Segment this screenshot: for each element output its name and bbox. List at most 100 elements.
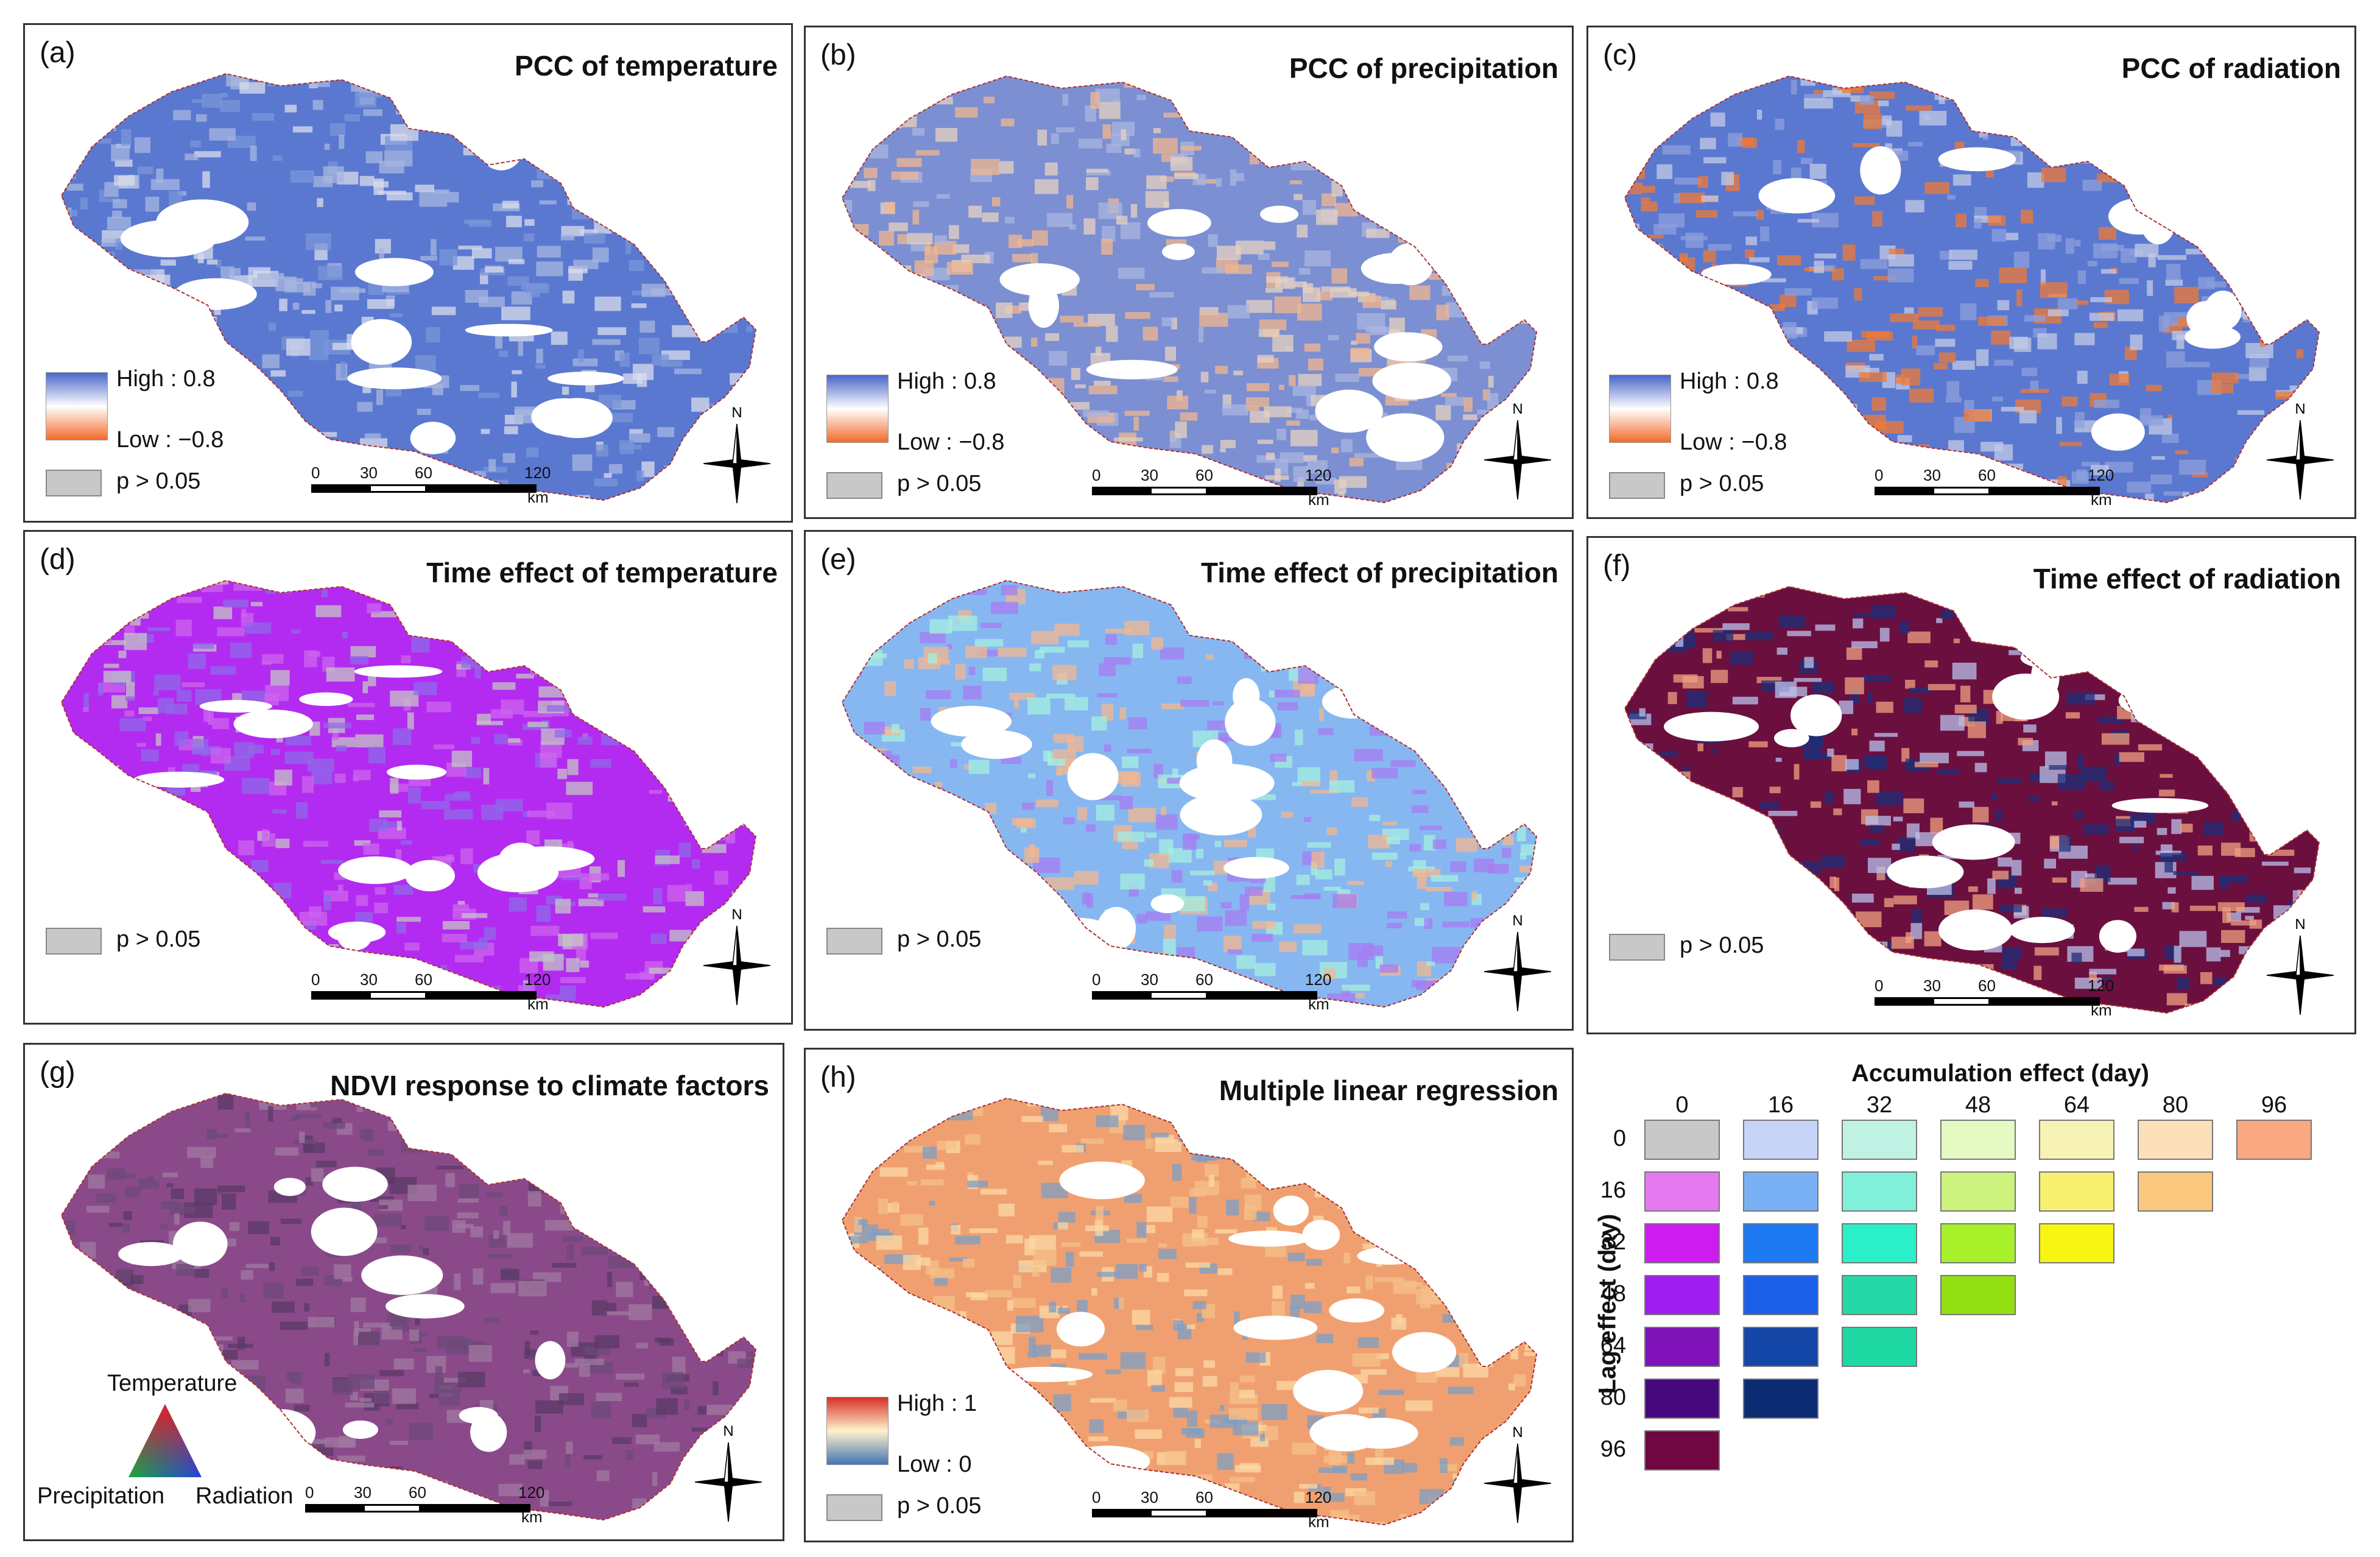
lag-row-header: 64	[1600, 1333, 1626, 1358]
panel-title: Time effect of precipitation	[1200, 557, 1558, 588]
panel-label: (f)	[1603, 549, 1631, 582]
nonsignificant-swatch	[826, 928, 882, 955]
scale-segment	[1150, 1509, 1208, 1517]
scale-tick: 60	[1195, 466, 1213, 484]
nonsignificant-label: p > 0.05	[1680, 471, 1764, 496]
north-arrow-icon: N	[703, 906, 770, 1006]
region-map	[1624, 75, 2320, 504]
map-panel: (f) Time effect of radiation p > 0.05 0 30 60…	[1586, 536, 2356, 1034]
nonsignificant-label: p > 0.05	[897, 471, 982, 496]
scale-tick: 0	[1875, 976, 1884, 995]
scale-tick: 30	[1141, 970, 1158, 989]
scale-bar: 0 30 60 120 km	[311, 970, 551, 1019]
panel-label: (g)	[40, 1056, 76, 1089]
lag-accumulation-swatch	[1842, 1223, 1917, 1263]
scale-segment	[305, 1504, 363, 1513]
north-label: N	[2295, 401, 2305, 417]
panel-label: (e)	[820, 543, 856, 576]
north-arrow-icon: N	[695, 1423, 762, 1522]
scale-unit: km	[2091, 1001, 2112, 1019]
lag-row-header: 80	[1600, 1385, 1626, 1410]
lag-accumulation-swatch	[1743, 1327, 1818, 1367]
panel-title: Time effect of radiation	[2033, 563, 2341, 595]
region-map	[841, 1097, 1538, 1526]
scale-segment	[1875, 487, 1932, 495]
scale-tick: 60	[1195, 1488, 1213, 1506]
lag-accumulation-swatch	[2138, 1171, 2213, 1212]
scale-segment	[369, 991, 427, 1000]
nonsignificant-swatch	[46, 470, 102, 496]
north-arrow-icon: N	[2267, 401, 2334, 500]
scale-tick: 0	[1875, 466, 1884, 484]
scale-tick: 0	[311, 464, 320, 482]
lag-row-header: 16	[1600, 1177, 1626, 1203]
scale-segment	[1990, 487, 2100, 495]
accumulation-column-header: 48	[1965, 1092, 1991, 1118]
scale-segment	[311, 484, 369, 493]
scale-tick: 30	[354, 1483, 371, 1502]
scale-segment	[1092, 487, 1150, 495]
lag-accumulation-swatch	[1644, 1379, 1720, 1419]
triangle-top-label: Temperature	[107, 1371, 238, 1396]
scale-tick: 60	[415, 464, 432, 482]
scale-unit: km	[1308, 995, 1329, 1013]
scale-tick: 30	[360, 464, 378, 482]
gradient-legend	[826, 375, 889, 443]
map-panel: (h) Multiple linear regression High : 1 Low…	[804, 1048, 1574, 1542]
scale-segment	[1092, 1509, 1150, 1517]
map-panel: (g) NDVI response to climate factors Tempe…	[23, 1043, 784, 1541]
legend-low: Low : 0	[897, 1452, 972, 1477]
scale-segment	[1150, 991, 1208, 1000]
nonsignificant-label: p > 0.05	[116, 468, 201, 494]
north-arrow-icon: N	[1484, 913, 1551, 1012]
lag-accumulation-swatch	[2039, 1223, 2114, 1263]
legend-low: Low : −0.8	[897, 429, 1005, 455]
lag-accumulation-swatch	[1940, 1275, 2016, 1315]
scale-tick: 120	[1305, 1488, 1332, 1506]
scale-unit: km	[2091, 490, 2112, 509]
scale-tick: 60	[415, 970, 432, 989]
scale-tick: 30	[1141, 1488, 1158, 1506]
north-label: N	[1512, 913, 1523, 929]
north-label: N	[1512, 401, 1523, 417]
legend-low: Low : −0.8	[116, 427, 224, 453]
north-arrow-icon: N	[1484, 1424, 1551, 1523]
panel-title: Time effect of temperature	[426, 557, 778, 588]
north-label: N	[723, 1423, 733, 1439]
triangle-right-label: Radiation	[195, 1483, 294, 1509]
scale-tick: 0	[1092, 970, 1101, 989]
north-arrow-icon: N	[1484, 401, 1551, 500]
lag-accumulation-swatch	[1644, 1223, 1720, 1263]
gradient-legend	[1609, 375, 1671, 443]
legend-high: High : 0.8	[897, 369, 996, 394]
scale-tick: 60	[1978, 976, 1996, 995]
panel-label: (d)	[40, 543, 76, 576]
scale-bar: 0 30 60 120 km	[1092, 970, 1331, 1019]
scale-tick: 30	[1923, 976, 1941, 995]
map-panel: (c) PCC of radiation High : 0.8 Low : −0.8 p…	[1586, 26, 2356, 519]
lag-accumulation-swatch	[1743, 1120, 1818, 1160]
nonsignificant-swatch	[826, 1494, 882, 1521]
panel-title: Multiple linear regression	[1219, 1075, 1558, 1106]
scale-segment	[1208, 487, 1317, 495]
lag-accumulation-swatch	[1743, 1223, 1818, 1263]
scale-bar: 0 30 60 120 km	[1875, 466, 2114, 515]
lag-accumulation-swatch	[1743, 1275, 1818, 1315]
panel-title: NDVI response to climate factors	[330, 1070, 769, 1101]
scale-segment	[1990, 997, 2100, 1006]
map-panel: (a) PCC of temperature High : 0.8 Low : −0.…	[23, 23, 793, 523]
scale-segment	[1932, 487, 1990, 495]
lag-accumulation-swatch	[1842, 1120, 1917, 1160]
north-label: N	[731, 906, 742, 923]
scale-tick: 30	[360, 970, 378, 989]
scale-segment	[427, 991, 537, 1000]
scale-segment	[1208, 1509, 1317, 1517]
panel-label: (b)	[820, 39, 856, 71]
gradient-legend	[826, 1397, 889, 1465]
nonsignificant-swatch	[1609, 934, 1665, 961]
scale-segment	[1092, 991, 1150, 1000]
north-label: N	[2295, 916, 2305, 933]
scale-tick: 0	[1092, 1488, 1101, 1506]
north-arrow-icon: N	[703, 404, 770, 504]
lag-accumulation-swatch	[1940, 1223, 2016, 1263]
